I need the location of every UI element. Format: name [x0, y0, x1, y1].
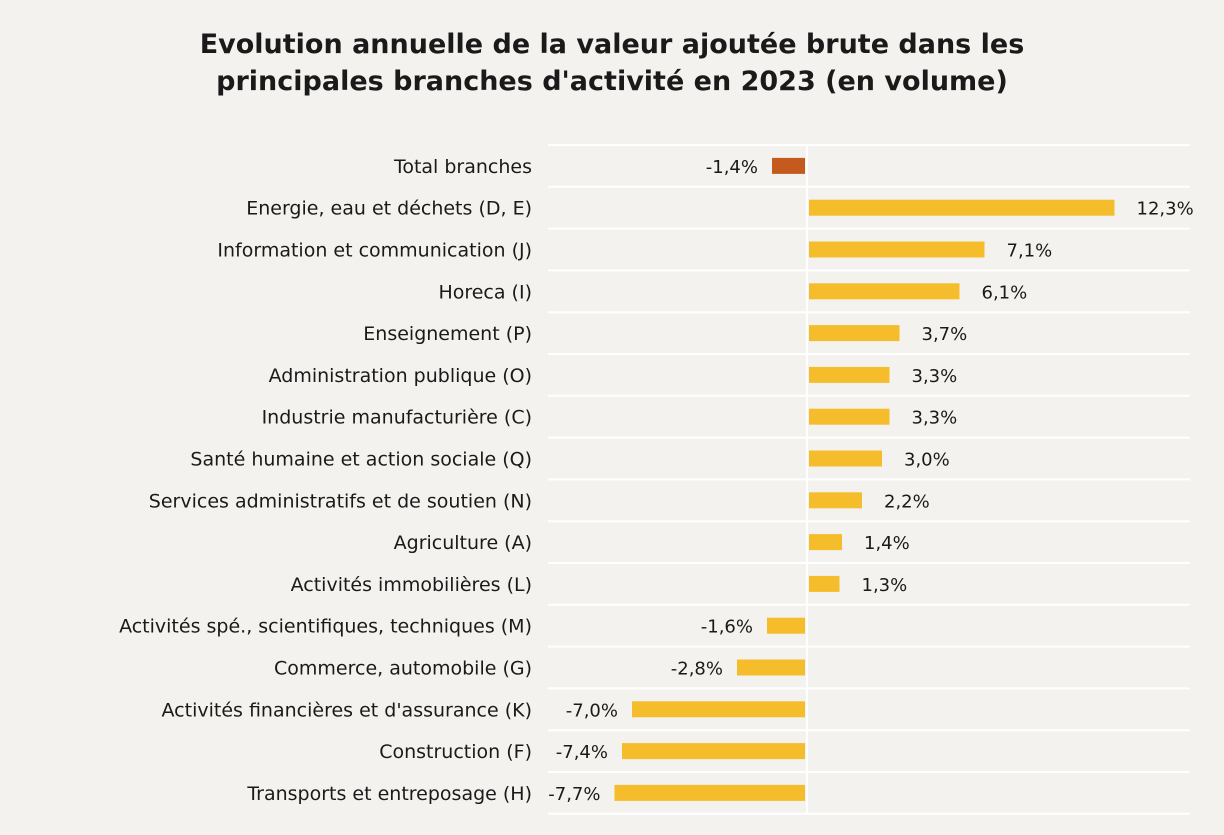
- bar: [809, 492, 862, 509]
- category-label: Energie, eau et déchets (D, E): [246, 198, 532, 220]
- category-label: Activités spé., scientifiques, technique…: [119, 616, 532, 638]
- category-labels: Total branches Energie, eau et déchets (D…: [119, 156, 532, 805]
- bar: [767, 617, 805, 634]
- bar: [614, 784, 805, 801]
- category-label: Total branches: [393, 156, 532, 178]
- data-label: 1,4%: [864, 533, 910, 554]
- bar: [809, 575, 840, 592]
- category-label: Industrie manufacturière (C): [262, 407, 532, 429]
- data-label: -1,6%: [701, 617, 753, 638]
- category-label: Commerce, automobile (G): [274, 658, 532, 680]
- data-label: 3,3%: [912, 366, 958, 387]
- category-label: Enseignement (P): [363, 323, 532, 345]
- category-label: Activités immobilières (L): [291, 574, 532, 596]
- data-label: 6,1%: [982, 282, 1028, 303]
- bar: [809, 366, 890, 383]
- data-label: 7,1%: [1007, 241, 1053, 262]
- bar: [809, 408, 890, 425]
- gridlines: [548, 144, 1190, 815]
- bar: [809, 325, 900, 342]
- bar: [772, 157, 805, 174]
- bar: [809, 199, 1115, 216]
- bar: [737, 659, 805, 676]
- data-label: 2,2%: [884, 491, 930, 512]
- category-label: Transports et entreposage (H): [246, 783, 532, 805]
- data-label: 3,7%: [922, 324, 968, 345]
- bar: [632, 701, 805, 718]
- data-label: -2,8%: [671, 659, 723, 680]
- bar: [809, 241, 985, 258]
- bar: [809, 534, 842, 551]
- category-label: Administration publique (O): [269, 365, 532, 387]
- data-label: 1,3%: [862, 575, 908, 596]
- category-label: Services administratifs et de soutien (N…: [149, 490, 532, 512]
- bars: [614, 157, 1115, 801]
- category-label: Horeca (I): [438, 281, 532, 303]
- category-label: Construction (F): [379, 741, 532, 763]
- data-label: -7,0%: [566, 700, 618, 721]
- category-label: Santé humaine et action sociale (Q): [190, 449, 532, 471]
- data-label: -1,4%: [706, 157, 758, 178]
- data-label: -7,7%: [548, 784, 600, 805]
- bar: [809, 450, 882, 467]
- bar: [809, 283, 960, 300]
- value-labels: -1,4% 12,3% 7,1% 6,1% 3,7% 3,3% 3,3% 3,0% 2,2% 1,…: [548, 157, 1193, 805]
- category-label: Information et communication (J): [217, 240, 532, 262]
- data-label: 12,3%: [1137, 199, 1194, 220]
- chart-title: Evolution annuelle de la valeur ajoutée …: [199, 29, 1025, 97]
- data-label: 3,0%: [904, 450, 950, 471]
- bar: [622, 743, 805, 760]
- category-label: Activités financières et d'assurance (K): [162, 699, 532, 721]
- category-label: Agriculture (A): [394, 532, 532, 554]
- data-label: -7,4%: [556, 742, 608, 763]
- data-label: 3,3%: [912, 408, 958, 429]
